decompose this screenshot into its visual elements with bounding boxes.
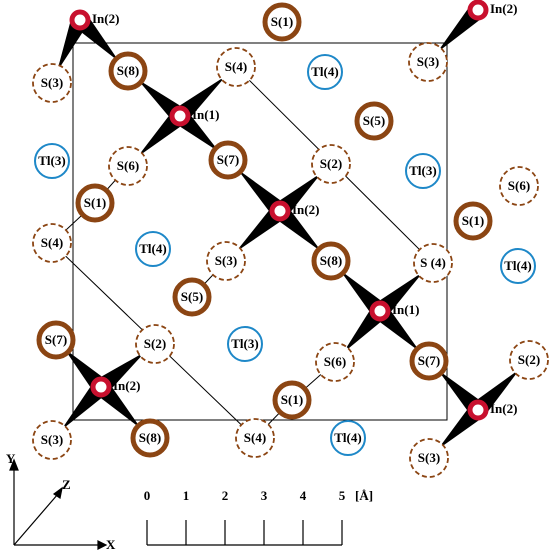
in-atom [272,203,288,219]
in-atom [470,2,486,18]
atom-label: S(3) [418,450,440,465]
atom-label: S(8) [139,430,161,445]
atom-label: Tl(4) [311,64,338,79]
atom-label: S (4) [420,255,446,270]
atom-label: S(1) [271,14,293,29]
atom-label: S(3) [41,75,63,90]
atom-label: S(1) [281,392,303,407]
in-atom [172,108,188,124]
atom-label: In(2) [490,401,517,416]
atom-label: S(3) [41,432,63,447]
in-atom [470,402,486,418]
atom-label: In(2) [490,1,517,16]
z-axis [14,494,58,545]
atom-label: S(3) [215,253,237,268]
atom-label: S(6) [508,178,530,193]
scale-tick-label: 2 [222,488,229,503]
atom-label: S(6) [324,354,346,369]
atom-label: S(3) [417,54,439,69]
atom-label: Tl(4) [334,430,361,445]
scale-tick-label: 4 [300,488,307,503]
atom-label: Tl(3) [38,153,65,168]
atom-label: S(7) [418,353,440,368]
atom-label: S(8) [117,63,139,78]
atom-label: S(2) [518,352,540,367]
atom-label: Tl(4) [504,258,531,273]
atom-label: In(2) [113,378,140,393]
axis-label: X [106,537,116,551]
atom-label: S(4) [225,59,247,74]
atom-label: Tl(4) [139,241,166,256]
x-arrow [98,541,106,549]
scale-tick-label: 3 [261,488,268,503]
scale-unit: [Å] [355,488,373,503]
structure-diagram: In(2) S(1) In(2) S(3) S(8) S(4) Tl(4) S(3) In(1)… [0,0,550,551]
axis-label: Z [62,477,71,492]
scale-bar: 0 1 2 3 4 5 [Å] [144,488,373,545]
atom-label: S(2) [144,336,166,351]
atom-label: In(1) [392,302,419,317]
axis-label: Y [6,451,16,466]
atom-label: S(8) [320,253,342,268]
atom-label: Tl(3) [409,163,436,178]
in-atom [72,12,88,28]
atom-label: In(2) [92,11,119,26]
atom-label: S(7) [45,332,67,347]
scale-tick-label: 0 [144,488,151,503]
atom-label: Tl(3) [231,336,258,351]
in-atom [372,303,388,319]
atom-label: S(5) [363,113,385,128]
atom-label: S(6) [117,158,139,173]
atom-label: S(7) [217,152,239,167]
atom-label: S(2) [320,156,342,171]
atom-label: In(2) [292,202,319,217]
atom-label: S(4) [41,235,63,250]
atom-label: S(4) [244,430,266,445]
atom-label: S(1) [462,213,484,228]
atoms: In(2) S(1) In(2) S(3) S(8) S(4) Tl(4) S(3) In(1)… [33,1,548,477]
atom-label: In(1) [192,107,219,122]
in-atom [93,379,109,395]
atom-label: S(1) [84,195,106,210]
scale-tick-label: 1 [183,488,190,503]
axes [10,460,106,549]
scale-tick-label: 5 [339,488,346,503]
atom-label: S(5) [181,289,203,304]
